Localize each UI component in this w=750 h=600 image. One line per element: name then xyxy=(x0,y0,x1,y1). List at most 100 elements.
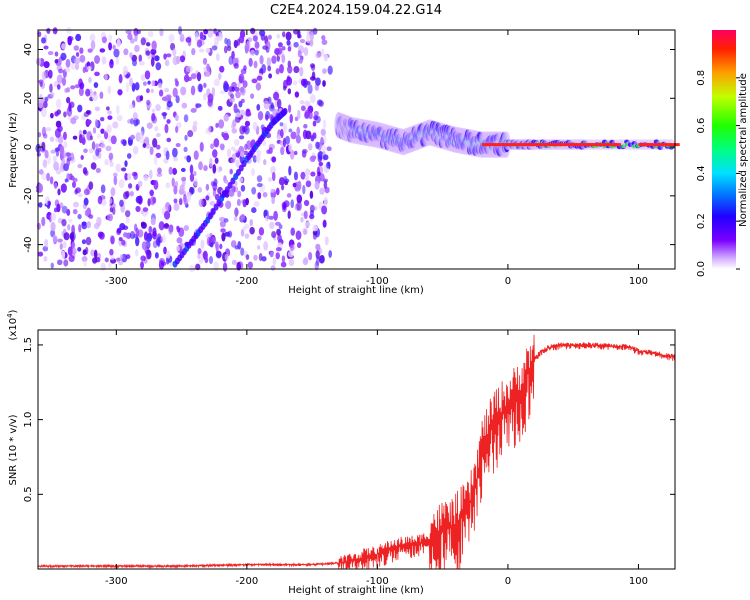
spectrogram-noise-cell xyxy=(289,113,293,124)
spectrogram-noise-cell xyxy=(176,237,183,244)
spectrogram-peak-cell xyxy=(642,143,649,147)
spectrogram-noise-cell xyxy=(62,241,67,249)
spectrogram-noise-cell xyxy=(235,112,242,118)
spectrogram-noise-cell xyxy=(141,241,147,250)
spectrogram-noise-cell xyxy=(284,180,289,186)
spectrogram-noise-cell xyxy=(300,216,304,223)
spectrogram-noise-cell xyxy=(49,176,54,185)
spectrogram-noise-cell xyxy=(46,27,51,35)
spectrogram-noise-cell xyxy=(55,98,62,109)
spectrogram-noise-cell xyxy=(224,37,228,45)
spectrogram-noise-cell xyxy=(163,246,167,255)
spectrogram-noise-cell xyxy=(295,134,301,144)
spectrogram-noise-cell xyxy=(275,252,280,260)
spectrogram-noise-cell xyxy=(257,245,261,250)
spectrogram-noise-cell xyxy=(153,155,158,166)
spectrogram-noise-cell xyxy=(97,147,102,153)
spectrogram-noise-cell xyxy=(189,164,194,175)
spectrogram-noise-cell xyxy=(187,38,192,47)
spectrogram-noise-cell xyxy=(48,69,53,79)
spectrogram-noise-cell xyxy=(155,133,161,138)
spectrogram-noise-cell xyxy=(79,82,85,90)
spectrogram-noise-cell xyxy=(222,132,230,141)
spectrogram-noise-cell xyxy=(315,115,321,124)
spectrogram-noise-cell xyxy=(179,184,185,192)
spectrogram-noise-cell xyxy=(146,88,150,94)
spectrogram-noise-cell xyxy=(74,57,81,65)
spectrogram-noise-cell xyxy=(190,85,196,96)
spectrogram-noise-cell xyxy=(290,199,295,209)
spectrogram-noise-cell xyxy=(129,77,133,87)
spectrogram-noise-cell xyxy=(281,184,285,191)
spectrogram-noise-cell xyxy=(300,78,307,87)
spectrogram-peak-cell xyxy=(540,143,547,147)
spectrogram-noise-cell xyxy=(113,175,118,186)
spectrogram-noise-cell xyxy=(115,55,120,65)
spectrogram-noise-cell xyxy=(152,227,157,237)
spectrogram-noise-cell xyxy=(41,172,47,181)
spectrogram-noise-cell xyxy=(322,219,327,228)
spectrogram-noise-cell xyxy=(127,33,133,41)
spectrogram-noise-cell xyxy=(86,61,91,68)
spectrogram-noise-cell xyxy=(261,256,267,262)
spectrogram-noise-cell xyxy=(225,200,232,210)
spectrogram-noise-cell xyxy=(293,150,298,156)
spectrogram-noise-cell xyxy=(147,80,151,85)
spectrogram-noise-cell xyxy=(323,54,329,62)
spectrogram-noise-cell xyxy=(287,210,291,220)
spectrogram-noise-cell xyxy=(81,221,87,226)
spectrogram-peak-cell xyxy=(579,143,586,147)
spectrogram-noise-cell xyxy=(56,84,61,90)
spectrogram-noise-cell xyxy=(323,135,327,144)
spectrogram-noise-cell xyxy=(82,249,87,256)
spectrogram-noise-cell xyxy=(310,63,316,69)
spectrogram-noise-cell xyxy=(321,35,326,41)
spectrogram-noise-cell xyxy=(197,83,204,93)
spectrogram-noise-cell xyxy=(209,157,213,168)
spectrogram-noise-cell xyxy=(35,57,42,66)
spectrogram-noise-cell xyxy=(233,63,239,69)
spectrogram-noise-cell xyxy=(205,71,211,78)
spectrogram-noise-cell xyxy=(63,141,68,149)
spectrogram-noise-cell xyxy=(203,82,207,88)
spectrogram-noise-cell xyxy=(252,121,258,131)
spectrogram-noise-cell xyxy=(138,54,143,63)
spectrogram-noise-cell xyxy=(267,65,272,72)
spectrogram-peak-cell xyxy=(650,143,657,147)
spectrogram-noise-cell xyxy=(54,59,59,64)
spectrogram-noise-cell xyxy=(322,154,329,161)
spectrogram-noise-cell xyxy=(244,120,251,127)
spectrogram-noise-cell xyxy=(100,117,105,122)
spectrogram-noise-cell xyxy=(230,93,235,99)
spectrogram-noise-cell xyxy=(41,71,47,81)
spectrogram-noise-cell xyxy=(61,205,68,214)
spectrogram-noise-cell xyxy=(123,232,128,238)
spectrogram-noise-cell xyxy=(154,126,159,132)
spectrogram-noise-cell xyxy=(106,106,110,111)
spec-xtick-label: -300 xyxy=(105,276,128,287)
spectrogram-noise-cell xyxy=(123,48,129,56)
snr-xtick-label: 100 xyxy=(629,576,648,587)
spectrogram-noise-cell xyxy=(288,258,295,267)
spectrogram-noise-cell xyxy=(109,248,114,256)
spectrogram-noise-cell xyxy=(65,58,71,68)
spectrogram-noise-cell xyxy=(275,68,280,75)
snr-marks xyxy=(37,334,676,570)
spectrogram-noise-cell xyxy=(253,254,258,261)
spectrogram-noise-cell xyxy=(231,123,236,130)
spectrogram-noise-cell xyxy=(247,261,254,269)
spectrogram-noise-cell xyxy=(164,123,169,134)
spectrogram-noise-cell xyxy=(189,173,195,182)
spectrogram-noise-cell xyxy=(183,224,190,231)
spectrogram-noise-cell xyxy=(116,114,123,122)
spectrogram-noise-cell xyxy=(88,181,94,190)
spectrogram-noise-cell xyxy=(125,73,130,79)
spectrogram-noise-cell xyxy=(166,137,172,143)
spectrogram-ylabel: Frequency (Hz) xyxy=(8,112,19,188)
spectrogram-noise-cell xyxy=(121,239,126,246)
spectrogram-noise-cell xyxy=(223,114,229,122)
spectrogram-noise-cell xyxy=(262,192,268,198)
spectrogram-noise-cell xyxy=(240,151,245,158)
spectrogram-noise-cell xyxy=(191,48,196,56)
spectrogram-noise-cell xyxy=(198,198,204,208)
